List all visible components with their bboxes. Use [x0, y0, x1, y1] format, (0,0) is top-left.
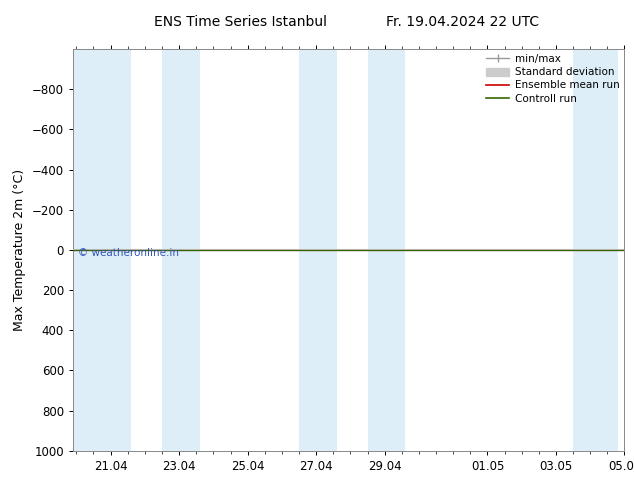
Bar	[162, 49, 200, 451]
Bar	[299, 49, 337, 451]
Legend: min/max, Standard deviation, Ensemble mean run, Controll run: min/max, Standard deviation, Ensemble me…	[486, 54, 619, 103]
Text: ENS Time Series Istanbul: ENS Time Series Istanbul	[155, 15, 327, 29]
Y-axis label: Max Temperature 2m (°C): Max Temperature 2m (°C)	[13, 169, 26, 331]
Text: © weatheronline.in: © weatheronline.in	[79, 248, 179, 258]
Text: Fr. 19.04.2024 22 UTC: Fr. 19.04.2024 22 UTC	[386, 15, 540, 29]
Bar	[73, 49, 131, 451]
Bar	[573, 49, 618, 451]
Bar	[368, 49, 405, 451]
